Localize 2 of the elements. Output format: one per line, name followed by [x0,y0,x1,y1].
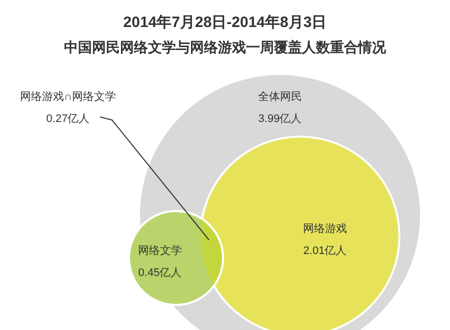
title: 2014年7月28日-2014年8月3日 [123,14,327,31]
subtitle: 中国网民网络文学与网络游戏一周覆盖人数重合情况 [64,39,386,55]
